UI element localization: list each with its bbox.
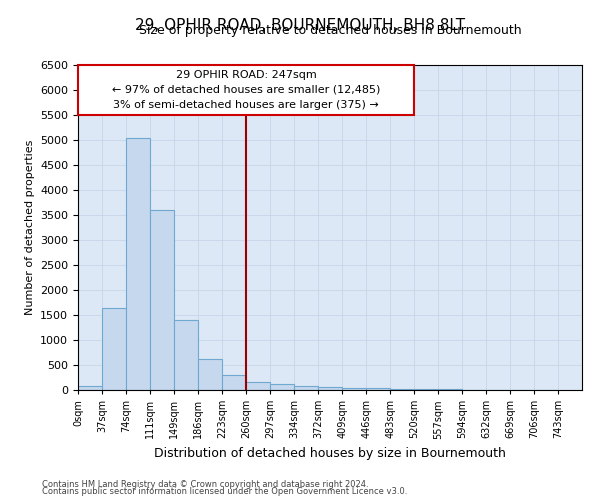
Bar <box>319 387 342 390</box>
Bar <box>342 388 366 390</box>
Y-axis label: Number of detached properties: Number of detached properties <box>25 140 35 315</box>
Bar <box>126 138 150 390</box>
Bar <box>390 388 414 390</box>
Bar <box>78 65 414 115</box>
Bar <box>246 382 270 390</box>
X-axis label: Distribution of detached houses by size in Bournemouth: Distribution of detached houses by size … <box>154 447 506 460</box>
Bar <box>78 386 102 390</box>
Bar <box>102 308 126 390</box>
Bar <box>270 384 294 390</box>
Bar <box>414 389 438 390</box>
Bar <box>174 320 198 390</box>
Text: 29, OPHIR ROAD, BOURNEMOUTH, BH8 8LT: 29, OPHIR ROAD, BOURNEMOUTH, BH8 8LT <box>135 18 465 32</box>
Bar <box>150 210 173 390</box>
Text: Contains public sector information licensed under the Open Government Licence v3: Contains public sector information licen… <box>42 488 407 496</box>
Bar <box>222 375 246 390</box>
Bar <box>438 389 462 390</box>
Text: 29 OPHIR ROAD: 247sqm
← 97% of detached houses are smaller (12,485)
3% of semi-d: 29 OPHIR ROAD: 247sqm ← 97% of detached … <box>112 70 380 110</box>
Bar <box>198 359 222 390</box>
Text: Contains HM Land Registry data © Crown copyright and database right 2024.: Contains HM Land Registry data © Crown c… <box>42 480 368 489</box>
Bar <box>294 386 318 390</box>
Bar <box>366 388 390 390</box>
Title: Size of property relative to detached houses in Bournemouth: Size of property relative to detached ho… <box>139 24 521 38</box>
